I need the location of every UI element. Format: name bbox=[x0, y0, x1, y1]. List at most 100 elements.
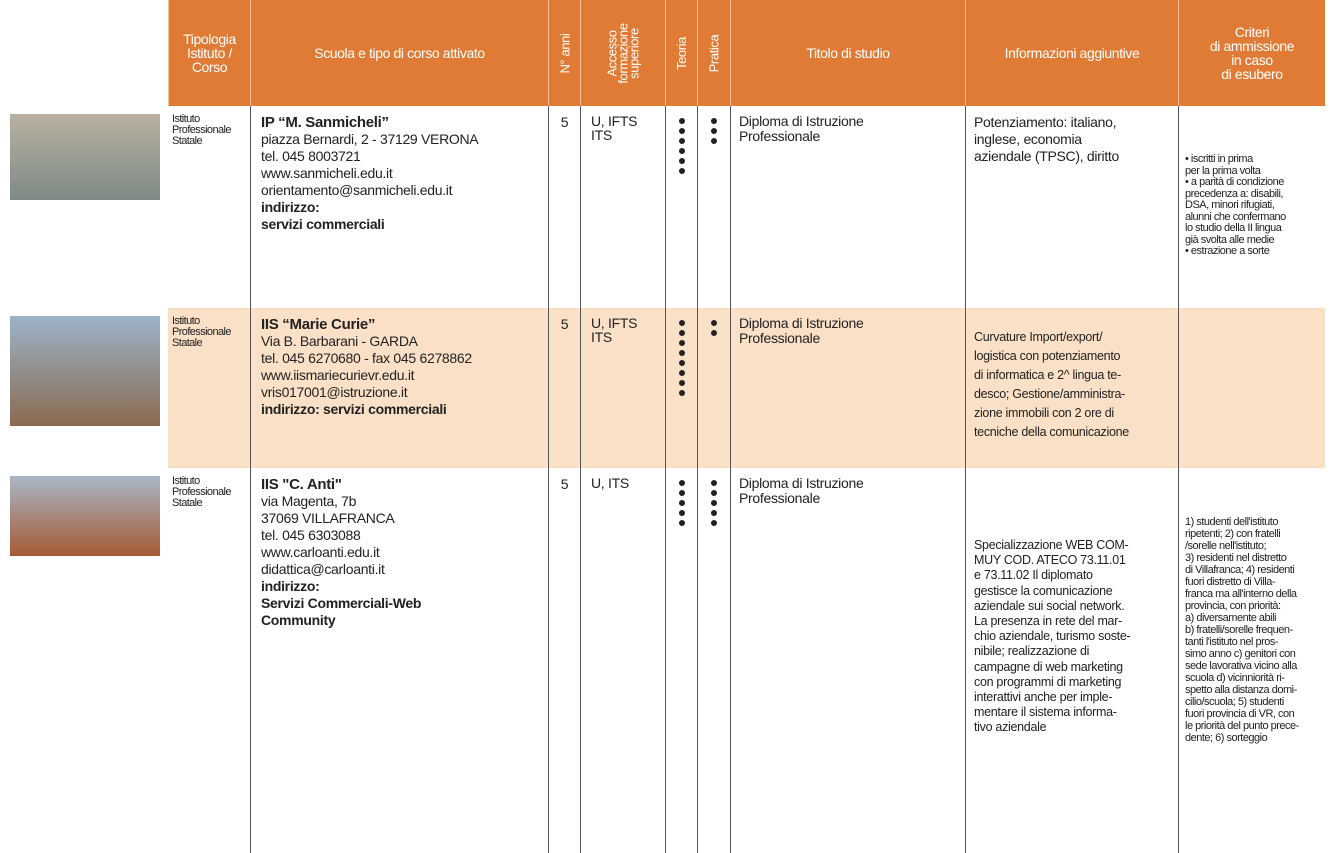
criteria-line: simo anno c) genitori con bbox=[1185, 648, 1296, 660]
dot bbox=[678, 118, 685, 124]
criteria-cell: • iscritti in prima per la prima volta • a… bbox=[1178, 106, 1325, 308]
header-text: Accesso formazione superiore bbox=[605, 23, 642, 83]
dot bbox=[678, 520, 685, 526]
school-photo bbox=[10, 114, 160, 200]
dot bbox=[678, 330, 685, 336]
criteria-line: a) diversamente abili bbox=[1185, 612, 1277, 624]
header-line: in caso bbox=[1231, 52, 1273, 68]
type-cell: Istituto Professionale Statale bbox=[168, 468, 250, 853]
school-cell: IIS “Marie Curie” Via B. Barbarani - GARD… bbox=[250, 308, 548, 468]
criteria-line: di Villafranca; 4) residenti bbox=[1185, 564, 1295, 576]
years: 5 bbox=[560, 114, 569, 130]
type-cell: Istituto Professionale Statale bbox=[168, 106, 250, 308]
school-line: didattica@carloanti.it bbox=[261, 561, 385, 577]
criteria-line: spetto alla distanza domi- bbox=[1185, 684, 1297, 696]
header-line: Scuola e tipo di corso attivato bbox=[314, 45, 485, 61]
school-line: www.sanmicheli.edu.it bbox=[261, 165, 393, 181]
dot bbox=[678, 340, 685, 346]
school-cell: IP “M. Sanmicheli” piazza Bernardi, 2 - 3… bbox=[250, 106, 548, 308]
header-cell: Titolo di studio bbox=[730, 0, 965, 106]
title-cell: Diploma di Istruzione Professionale bbox=[730, 106, 965, 308]
info-line: campagne di web marketing bbox=[974, 659, 1123, 674]
dot bbox=[678, 500, 685, 506]
header-text: Criteri di ammissione in caso di esubero bbox=[1210, 24, 1295, 82]
info-line: Curvature Import/export/ bbox=[974, 330, 1103, 344]
header-line: superiore bbox=[626, 27, 642, 79]
dot bbox=[678, 360, 685, 366]
criteria-line: lo studio della II lingua bbox=[1185, 222, 1282, 234]
criteria-line: già svolta alle medie bbox=[1185, 233, 1275, 246]
dot bbox=[678, 168, 685, 174]
header-line: Criteri bbox=[1234, 24, 1270, 40]
school-photo bbox=[10, 476, 160, 556]
dot bbox=[711, 510, 717, 516]
criteria-line: cilio/scuola; 5) studenti bbox=[1185, 696, 1284, 708]
type-line: Statale bbox=[172, 135, 203, 147]
type-line: Professionale bbox=[172, 326, 231, 338]
school-photo bbox=[10, 316, 160, 426]
school-line: tel. 045 6303088 bbox=[261, 527, 361, 543]
row-background bbox=[168, 106, 1325, 308]
access-line: ITS bbox=[591, 127, 612, 143]
dot bbox=[678, 138, 685, 144]
criteria-line: /sorelle nell'istituto; bbox=[1185, 540, 1267, 552]
course-line: indirizzo: servizi commerciali bbox=[261, 401, 447, 417]
access-cell: U, IFTS ITS bbox=[580, 106, 665, 308]
school-line: 37069 VILLAFRANCA bbox=[261, 510, 395, 526]
title-line: Diploma di Istruzione bbox=[739, 475, 864, 491]
header-line: N° anni bbox=[557, 33, 573, 73]
practice-dots bbox=[704, 480, 724, 526]
criteria-line: sede lavorativa vicino alla bbox=[1185, 660, 1297, 672]
years-cell: 5 bbox=[548, 106, 580, 308]
info-cell: Curvature Import/export/logistica con po… bbox=[965, 308, 1178, 468]
criteria-line: • iscritti in prima bbox=[1185, 153, 1253, 165]
info-line: desco; Gestione/amministra- bbox=[974, 387, 1125, 401]
title-line: Diploma di Istruzione bbox=[739, 315, 864, 331]
header-line: di esubero bbox=[1221, 66, 1283, 82]
header-cell: Scuola e tipo di corso attivato bbox=[250, 0, 548, 106]
criteria-line: fuori provincia di VR, con bbox=[1185, 708, 1295, 720]
school-line: vris017001@istruzione.it bbox=[261, 384, 408, 400]
header-cell: Teoria bbox=[665, 0, 697, 106]
header-line: Pratica bbox=[706, 34, 722, 72]
header-line: Corso bbox=[191, 59, 228, 75]
criteria-line: ripetenti; 2) con fratelli bbox=[1185, 528, 1281, 540]
info-line: gestisce la comunicazione bbox=[974, 583, 1113, 598]
school-name: IIS “Marie Curie” bbox=[261, 316, 376, 333]
header-cell: Pratica bbox=[697, 0, 730, 106]
info-line: con programmi di marketing bbox=[974, 674, 1122, 689]
school-line: tel. 045 8003721 bbox=[261, 148, 361, 164]
title-line: Professionale bbox=[739, 490, 820, 506]
info-line: mentare il sistema informa- bbox=[974, 705, 1117, 720]
criteria-line: per la prima volta bbox=[1185, 164, 1261, 177]
type-cell: Istituto Professionale Statale bbox=[168, 308, 250, 468]
access-line: ITS bbox=[591, 329, 612, 345]
info-line: MUY COD. ATECO 73.11.01 bbox=[974, 553, 1126, 568]
access-cell: U, ITS bbox=[580, 468, 665, 853]
header-cell: Tipologia Istituto / Corso bbox=[168, 0, 250, 106]
dot bbox=[678, 480, 685, 486]
dot bbox=[711, 320, 717, 326]
theory-dots bbox=[672, 480, 691, 526]
row-background bbox=[168, 468, 1325, 853]
practice-dots bbox=[704, 320, 724, 336]
info-line: inglese, economia bbox=[974, 131, 1082, 147]
info-line: e 73.11.02 Il diplomato bbox=[974, 568, 1093, 583]
info-line: interattivi anche per imple- bbox=[974, 690, 1113, 705]
dot bbox=[711, 480, 717, 486]
criteria-line: le priorità del punto prece- bbox=[1185, 720, 1299, 732]
header-cell: N° anni bbox=[548, 0, 580, 106]
info-line: nibile; realizzazione di bbox=[974, 644, 1090, 659]
course-line: indirizzo: bbox=[261, 578, 320, 594]
header-cell: Informazioni aggiuntive bbox=[965, 0, 1178, 106]
criteria-line: precedenza a: disabili, bbox=[1185, 187, 1283, 200]
info-cell: Potenziamento: italiano, inglese, economi… bbox=[965, 106, 1178, 308]
header-text: Tipologia Istituto / Corso bbox=[183, 32, 236, 74]
type-line: Istituto bbox=[172, 113, 200, 125]
dot bbox=[711, 490, 717, 496]
course-line: servizi commerciali bbox=[261, 216, 385, 232]
practice-cell bbox=[697, 308, 730, 468]
school-name: IIS "C. Anti" bbox=[261, 476, 342, 493]
dot bbox=[711, 138, 717, 144]
